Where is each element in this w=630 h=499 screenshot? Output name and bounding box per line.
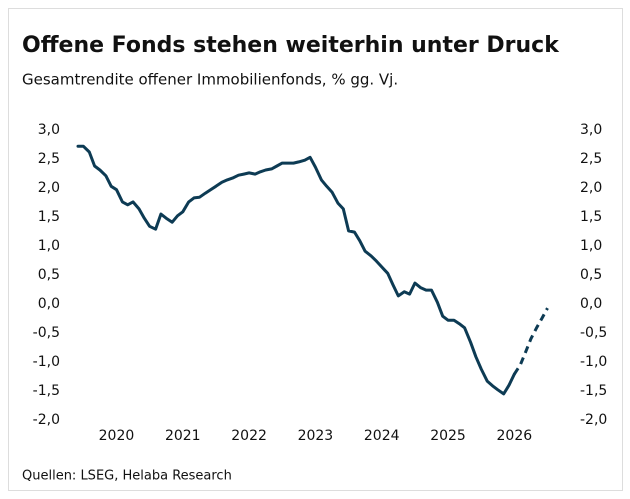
x-tick-label: 2024	[364, 428, 400, 444]
x-tick-label: 2023	[298, 428, 334, 444]
y-tick-label: 1,5	[38, 209, 60, 225]
y2-tick-label: -0,5	[580, 325, 607, 341]
y-tick-label: 0,0	[38, 296, 60, 312]
x-tick-label: 2022	[231, 428, 267, 444]
x-tick-label: 2026	[497, 428, 533, 444]
forecast-line	[513, 307, 549, 376]
chart-title: Offene Fonds stehen weiterhin unter Druc…	[22, 33, 560, 58]
y2-tick-label: -1,5	[580, 383, 607, 399]
y-tick-label: 2,0	[38, 180, 60, 196]
x-tick-label: 2025	[430, 428, 466, 444]
y-tick-label: -2,0	[33, 412, 60, 428]
y2-tick-label: 1,5	[580, 209, 602, 225]
y-tick-label: -0,5	[33, 325, 60, 341]
x-tick-label: 2020	[99, 428, 135, 444]
chart-subtitle: Gesamtrendite offener Immobilienfonds, %…	[22, 71, 398, 89]
y2-tick-label: 3,0	[580, 122, 602, 138]
y-tick-label: -1,0	[33, 354, 60, 370]
y2-tick-label: -1,0	[580, 354, 607, 370]
frame	[8, 8, 623, 491]
y-tick-label: 3,0	[38, 122, 60, 138]
y2-tick-label: 0,5	[580, 267, 602, 283]
y2-tick-label: -2,0	[580, 412, 607, 428]
data-line	[76, 144, 516, 396]
y2-tick-label: 2,5	[580, 151, 602, 167]
y-tick-label: 2,5	[38, 151, 60, 167]
source: Quellen: LSEG, Helaba Research	[22, 469, 232, 484]
y-tick-label: -1,5	[33, 383, 60, 399]
x-tick-label: 2021	[165, 428, 201, 444]
y2-tick-label: 0,0	[580, 296, 602, 312]
y2-tick-label: 1,0	[580, 238, 602, 254]
y-tick-label: 1,0	[38, 238, 60, 254]
y2-tick-label: 2,0	[580, 180, 602, 196]
y-tick-label: 0,5	[38, 267, 60, 283]
